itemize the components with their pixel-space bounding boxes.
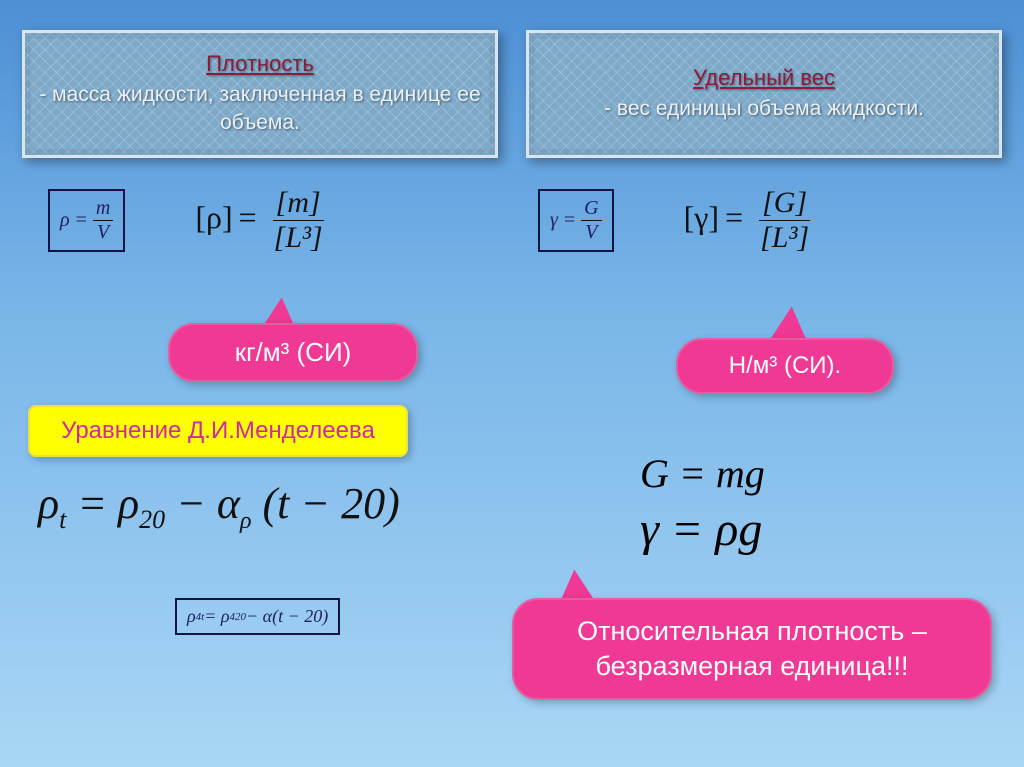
header-box-density: Плотность - масса жидкости, заключенная … [22,30,498,158]
specific-weight-definition: - вес единицы объема жидкости. [539,95,989,123]
mendeleev-formula: ρt = ρ20 − αρ (t − 20) [38,478,400,535]
rho-dimension-formula: [ρ]= [m][L³] [195,186,325,255]
gamma-dimension-formula: [γ]= [G][L³] [684,186,813,255]
gamma-equals-rhog: γ = ρg [640,502,762,557]
si-unit-callout-right: Н/м³ (СИ). [676,338,894,394]
formula-row: ρ= mV [ρ]= [m][L³] γ= GV [γ]= [G][L³] [0,158,1024,255]
g-equals-mg: G = mg [640,450,765,497]
si-unit-callout-left: кг/м³ (СИ) [168,323,418,382]
mendeleev-label-callout: Уравнение Д.И.Менделеева [28,405,408,457]
si-unit-text-right: Н/м³ (СИ). [729,352,841,379]
relative-density-text: Относительная плотность – безразмерная е… [577,616,927,681]
si-unit-text-left: кг/м³ (СИ) [235,337,352,367]
density-definition: - масса жидкости, заключенная в единице … [35,81,485,138]
formula-col-left: ρ= mV [ρ]= [m][L³] [22,186,512,255]
density-title: Плотность [35,51,485,77]
relative-density-callout: Относительная плотность – безразмерная е… [512,598,992,700]
gamma-definition-formula: γ= GV [538,189,614,252]
rho-definition-formula: ρ= mV [48,189,125,252]
specific-weight-title: Удельный вес [539,65,989,91]
formula-col-right: γ= GV [γ]= [G][L³] [512,186,1002,255]
mendeleev-small-box: ρ4t = ρ420 − α(t − 20) [175,598,340,635]
header-box-specific-weight: Удельный вес - вес единицы объема жидкос… [526,30,1002,158]
header-row: Плотность - масса жидкости, заключенная … [0,0,1024,158]
mendeleev-label-text: Уравнение Д.И.Менделеева [61,417,375,444]
